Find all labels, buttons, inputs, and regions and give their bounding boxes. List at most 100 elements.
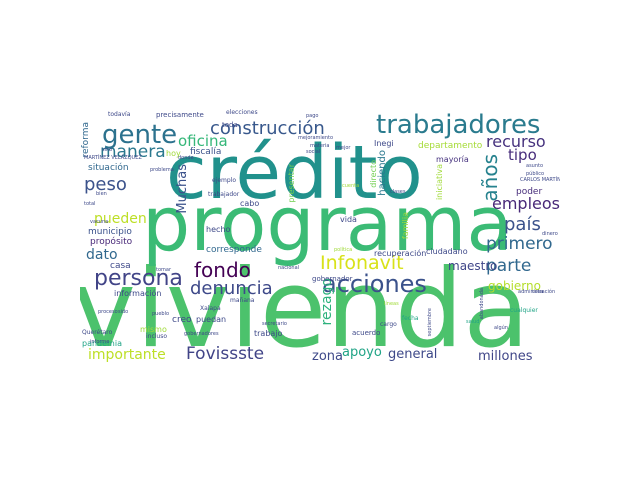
word-tipo: tipo <box>508 146 537 164</box>
word-denuncia: denuncia <box>190 278 273 299</box>
word-administracion: administración <box>518 289 556 295</box>
word-gente: gente <box>102 120 178 150</box>
word-acuerdo: acuerdo <box>352 329 381 337</box>
word-elecciones: elecciones <box>226 109 258 116</box>
word-septiembre: septiembre <box>427 308 433 337</box>
word-pago: pago <box>306 113 319 119</box>
word-iniciativa: iniciativa <box>435 164 444 201</box>
word-abandonada: abandonada <box>479 288 485 320</box>
word-fovissste: Fovissste <box>186 344 265 364</box>
word-corresponde: corresponde <box>206 245 262 255</box>
word-situacion: situación <box>88 163 129 173</box>
word-pueblo: pueblo <box>152 311 170 317</box>
word-xalapa: Xalapa <box>200 305 221 312</box>
word-asunto: asunto <box>526 163 544 169</box>
word-materia: materia <box>310 143 330 149</box>
word-casa: casa <box>110 261 131 271</box>
word-precisamente: precisamente <box>156 111 204 119</box>
word-todavia: todavía <box>108 111 131 118</box>
word-fondo: fondo <box>194 258 251 282</box>
word-cloud: vivienda programa crédito trabajadores g… <box>80 108 560 372</box>
word-tomar: tomar <box>156 267 172 273</box>
word-proposito: propósito <box>90 237 133 247</box>
word-dato: dato <box>86 247 118 263</box>
word-gobernadores: gobernadores <box>184 331 219 337</box>
word-zona: zona <box>312 349 343 364</box>
word-politica: política <box>334 247 353 253</box>
word-lineas: líneas <box>384 301 399 307</box>
word-rezago: rezago <box>319 278 335 326</box>
word-toda: toda <box>222 121 238 129</box>
word-peso: peso <box>84 174 127 195</box>
word-construccion: construcción <box>210 118 325 139</box>
word-general: general <box>388 347 438 362</box>
word-gobierno: gobierno <box>488 279 541 293</box>
word-publico: público <box>526 171 545 177</box>
word-manana: mañana <box>230 297 255 304</box>
word-empleos: empleos <box>492 194 560 213</box>
word-persona: persona <box>94 266 183 291</box>
word-infonavit: Infonavit <box>320 252 404 274</box>
word-muchas: Muchas <box>175 164 190 214</box>
word-secretario: secretario <box>262 321 287 327</box>
word-recurso: recurso <box>486 132 546 151</box>
word-queretaro: Querétaro <box>82 329 113 336</box>
word-familia: familia <box>401 212 410 240</box>
word-cargo: cargo <box>380 321 397 328</box>
word-fecha: fecha <box>402 315 419 322</box>
word-cualquier: cualquier <box>510 307 538 314</box>
word-presentar: presentar <box>287 164 296 203</box>
word-vida: vida <box>340 215 357 224</box>
word-parte: parte <box>486 256 532 276</box>
word-informacion: información <box>114 289 162 298</box>
word-informe: informe <box>90 339 110 345</box>
word-sino: sino <box>102 147 113 153</box>
word-proceso: proceso <box>98 309 118 315</box>
word-credito: crédito <box>166 130 423 216</box>
word-martinez-velazquez: MARTÍNEZ VELÁZQUEZ <box>84 155 142 161</box>
word-primero: primero <box>486 234 553 254</box>
word-millones: millones <box>478 349 533 364</box>
word-apoyo: apoyo <box>342 345 382 360</box>
word-hoy: hoy <box>166 149 181 158</box>
word-clases: clases <box>390 189 406 195</box>
word-mayoria: mayoría <box>436 155 469 164</box>
word-trabajador: trabajador <box>208 191 240 198</box>
word-importante: importante <box>88 347 166 363</box>
word-bien: bien <box>96 191 107 197</box>
word-salud: salud <box>466 319 480 325</box>
word-programa: programa <box>142 179 513 268</box>
word-vivienda: vivienda <box>80 247 530 372</box>
word-poder: poder <box>516 187 543 197</box>
word-mejoramiento: mejoramiento <box>298 135 334 141</box>
word-recuperacion: recuperación <box>374 249 427 258</box>
word-fiscalia: fiscalía <box>190 147 222 157</box>
word-trabajadores: trabajadores <box>376 110 541 140</box>
word-manera: manera <box>100 142 166 162</box>
word-directo: directo <box>369 160 378 188</box>
word-trabajo: trabajo <box>254 329 283 338</box>
word-nacional: nacional <box>278 265 300 271</box>
word-dinero: dinero <box>542 231 558 237</box>
word-carlos-martinez: CARLOS MARTÍNEZ <box>520 177 560 183</box>
word-cuenta: cuenta <box>342 183 360 189</box>
word-departamento: departamento <box>418 141 483 151</box>
word-hecho: hecho <box>206 225 231 234</box>
word-donde: donde <box>178 155 194 161</box>
word-pueden: pueden <box>94 211 147 227</box>
word-inegi: Inegi <box>374 139 394 148</box>
word-ejemplo: ejemplo <box>212 177 237 184</box>
word-cabo: cabo <box>240 199 260 208</box>
word-maestro: maestro <box>448 259 498 273</box>
word-pandemia: pandemia <box>82 339 122 348</box>
word-puedan: puedan <box>196 315 227 324</box>
word-creo: creo <box>172 315 192 325</box>
word-total: total <box>84 201 96 207</box>
word-sido: sido <box>118 309 129 315</box>
word-problema: problema <box>150 167 174 173</box>
word-social: social <box>306 149 321 155</box>
word-gobernador: gobernador <box>312 275 353 283</box>
word-pais: país <box>504 214 541 235</box>
word-reforma: reforma <box>81 122 91 158</box>
word-ciudadano: ciudadano <box>426 247 468 256</box>
